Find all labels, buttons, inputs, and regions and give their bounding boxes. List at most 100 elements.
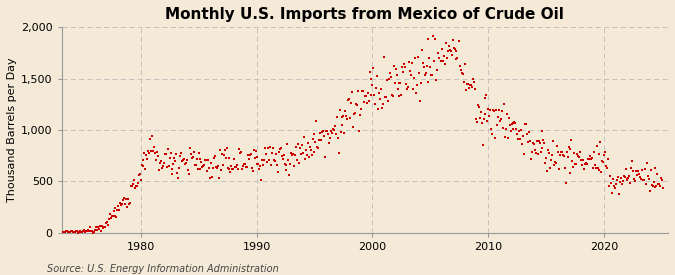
Point xyxy=(515,136,526,141)
Point xyxy=(169,156,180,161)
Point xyxy=(466,82,477,87)
Point xyxy=(99,225,110,229)
Point xyxy=(84,229,95,233)
Point xyxy=(377,106,387,110)
Point xyxy=(594,168,605,172)
Point xyxy=(564,170,575,175)
Point xyxy=(406,61,417,65)
Point xyxy=(404,60,414,65)
Point xyxy=(146,134,157,138)
Point xyxy=(583,156,594,161)
Point xyxy=(487,131,497,136)
Point xyxy=(327,131,338,135)
Point xyxy=(128,178,139,183)
Point xyxy=(195,166,206,171)
Point xyxy=(209,154,220,159)
Point xyxy=(634,171,645,176)
Point xyxy=(439,54,450,58)
Point xyxy=(90,224,101,229)
Point xyxy=(570,162,580,166)
Point xyxy=(159,161,169,165)
Point xyxy=(593,152,604,156)
Point xyxy=(638,177,649,182)
Point xyxy=(612,178,622,182)
Point xyxy=(225,169,236,174)
Point xyxy=(228,167,239,171)
Point xyxy=(547,153,558,157)
Point xyxy=(553,150,564,155)
Point xyxy=(248,148,259,153)
Point xyxy=(422,80,433,85)
Point xyxy=(323,140,334,145)
Point xyxy=(415,81,426,85)
Point xyxy=(92,228,103,232)
Point xyxy=(489,109,500,114)
Point xyxy=(113,203,124,208)
Point xyxy=(108,208,119,213)
Point xyxy=(231,164,242,169)
Point xyxy=(186,156,197,160)
Point xyxy=(114,208,125,212)
Point xyxy=(298,151,308,155)
Point xyxy=(524,138,535,143)
Point xyxy=(636,176,647,181)
Point xyxy=(255,164,266,168)
Point xyxy=(271,163,282,167)
Point xyxy=(267,151,277,155)
Point xyxy=(386,93,397,97)
Point xyxy=(340,109,351,114)
Point xyxy=(306,153,317,158)
Point xyxy=(205,176,215,180)
Point xyxy=(484,114,495,118)
Point xyxy=(264,157,275,162)
Point xyxy=(589,150,599,154)
Point xyxy=(134,172,145,176)
Point xyxy=(568,165,578,169)
Point xyxy=(603,156,614,161)
Point xyxy=(202,158,213,162)
Point xyxy=(400,65,410,69)
Point xyxy=(138,158,149,163)
Point xyxy=(464,86,475,90)
Point xyxy=(473,105,484,109)
Point xyxy=(504,116,514,120)
Point xyxy=(428,33,439,38)
Point xyxy=(580,161,591,165)
Point xyxy=(197,165,208,169)
Point xyxy=(276,154,287,158)
Point xyxy=(383,99,394,103)
Point xyxy=(618,174,629,179)
Point xyxy=(420,71,431,76)
Point xyxy=(188,155,198,160)
Point xyxy=(413,71,424,76)
Point xyxy=(637,167,647,172)
Point xyxy=(500,135,510,139)
Point xyxy=(206,160,217,165)
Point xyxy=(242,164,252,169)
Point xyxy=(302,141,313,145)
Point xyxy=(497,108,508,113)
Point xyxy=(96,229,107,233)
Point xyxy=(233,167,244,172)
Point xyxy=(616,182,627,187)
Point xyxy=(425,65,436,69)
Point xyxy=(541,156,551,161)
Point xyxy=(406,73,416,77)
Point xyxy=(333,151,344,156)
Point xyxy=(562,155,573,159)
Point xyxy=(549,163,560,167)
Point xyxy=(623,176,634,180)
Point xyxy=(569,150,580,155)
Point xyxy=(603,184,614,188)
Point xyxy=(632,169,643,174)
Point xyxy=(160,152,171,156)
Point xyxy=(126,184,137,188)
Point xyxy=(361,101,372,106)
Point xyxy=(565,147,576,151)
Point xyxy=(227,167,238,172)
Point xyxy=(448,46,459,50)
Point xyxy=(576,157,587,162)
Point xyxy=(371,86,381,90)
Point xyxy=(220,156,231,161)
Point xyxy=(57,230,68,235)
